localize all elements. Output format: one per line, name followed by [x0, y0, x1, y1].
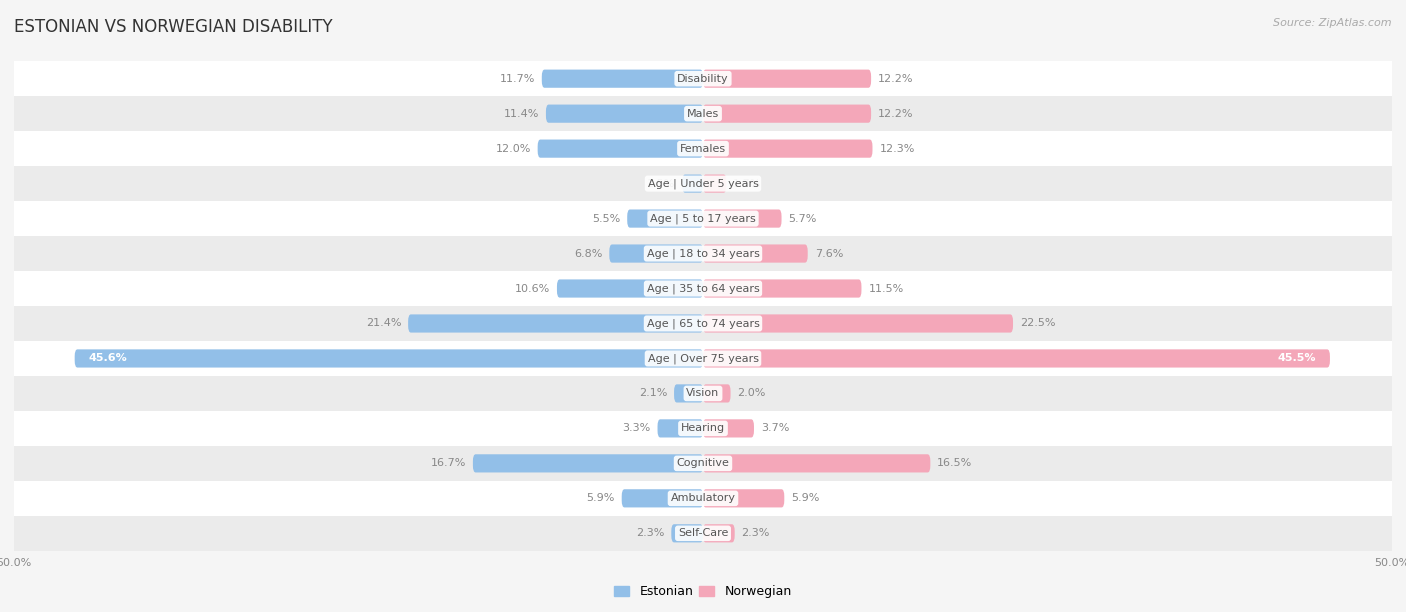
FancyBboxPatch shape	[546, 105, 703, 123]
FancyBboxPatch shape	[627, 209, 703, 228]
Text: 45.5%: 45.5%	[1278, 354, 1316, 364]
Text: Age | Over 75 years: Age | Over 75 years	[648, 353, 758, 364]
FancyBboxPatch shape	[557, 280, 703, 297]
Text: 12.3%: 12.3%	[879, 144, 915, 154]
Text: 12.0%: 12.0%	[495, 144, 531, 154]
FancyBboxPatch shape	[703, 209, 782, 228]
FancyBboxPatch shape	[658, 419, 703, 438]
FancyBboxPatch shape	[703, 489, 785, 507]
Bar	[14, 306, 1392, 341]
FancyBboxPatch shape	[703, 454, 931, 472]
FancyBboxPatch shape	[703, 174, 727, 193]
Text: 10.6%: 10.6%	[515, 283, 550, 294]
FancyBboxPatch shape	[408, 315, 703, 332]
Bar	[14, 481, 1392, 516]
Bar	[14, 341, 1392, 376]
Text: 5.9%: 5.9%	[792, 493, 820, 503]
Text: 3.7%: 3.7%	[761, 424, 789, 433]
Text: Cognitive: Cognitive	[676, 458, 730, 468]
Text: 11.4%: 11.4%	[503, 109, 538, 119]
Bar	[14, 271, 1392, 306]
FancyBboxPatch shape	[703, 384, 731, 403]
FancyBboxPatch shape	[703, 70, 872, 88]
Text: Females: Females	[681, 144, 725, 154]
Text: Age | 65 to 74 years: Age | 65 to 74 years	[647, 318, 759, 329]
Text: 5.7%: 5.7%	[789, 214, 817, 223]
FancyBboxPatch shape	[472, 454, 703, 472]
Text: 12.2%: 12.2%	[877, 73, 914, 84]
Bar	[14, 376, 1392, 411]
Text: ESTONIAN VS NORWEGIAN DISABILITY: ESTONIAN VS NORWEGIAN DISABILITY	[14, 18, 333, 36]
Text: 2.0%: 2.0%	[738, 389, 766, 398]
FancyBboxPatch shape	[703, 280, 862, 297]
FancyBboxPatch shape	[703, 140, 873, 158]
Text: Age | Under 5 years: Age | Under 5 years	[648, 178, 758, 189]
Text: 2.1%: 2.1%	[638, 389, 668, 398]
FancyBboxPatch shape	[621, 489, 703, 507]
Text: 22.5%: 22.5%	[1019, 318, 1056, 329]
Text: 5.5%: 5.5%	[592, 214, 620, 223]
Text: 3.3%: 3.3%	[623, 424, 651, 433]
Text: Ambulatory: Ambulatory	[671, 493, 735, 503]
Text: 21.4%: 21.4%	[366, 318, 401, 329]
Text: 11.7%: 11.7%	[499, 73, 534, 84]
Bar	[14, 201, 1392, 236]
Legend: Estonian, Norwegian: Estonian, Norwegian	[609, 580, 797, 603]
Text: 45.6%: 45.6%	[89, 354, 127, 364]
Text: 2.3%: 2.3%	[636, 528, 665, 539]
Text: 11.5%: 11.5%	[869, 283, 904, 294]
FancyBboxPatch shape	[541, 70, 703, 88]
FancyBboxPatch shape	[703, 244, 807, 263]
Text: Age | 35 to 64 years: Age | 35 to 64 years	[647, 283, 759, 294]
FancyBboxPatch shape	[673, 384, 703, 403]
FancyBboxPatch shape	[75, 349, 703, 368]
Bar	[14, 411, 1392, 446]
Text: 6.8%: 6.8%	[574, 248, 602, 258]
FancyBboxPatch shape	[703, 349, 1330, 368]
Text: Disability: Disability	[678, 73, 728, 84]
Text: 5.9%: 5.9%	[586, 493, 614, 503]
Bar	[14, 236, 1392, 271]
FancyBboxPatch shape	[703, 524, 735, 542]
FancyBboxPatch shape	[703, 105, 872, 123]
Bar	[14, 96, 1392, 131]
Text: Age | 5 to 17 years: Age | 5 to 17 years	[650, 214, 756, 224]
Text: 1.7%: 1.7%	[734, 179, 762, 188]
Bar	[14, 131, 1392, 166]
FancyBboxPatch shape	[537, 140, 703, 158]
Bar	[14, 446, 1392, 481]
Text: Vision: Vision	[686, 389, 720, 398]
FancyBboxPatch shape	[682, 174, 703, 193]
Text: Males: Males	[688, 109, 718, 119]
FancyBboxPatch shape	[703, 419, 754, 438]
Text: Age | 18 to 34 years: Age | 18 to 34 years	[647, 248, 759, 259]
Bar	[14, 516, 1392, 551]
Text: 12.2%: 12.2%	[877, 109, 914, 119]
Text: Hearing: Hearing	[681, 424, 725, 433]
Text: Source: ZipAtlas.com: Source: ZipAtlas.com	[1274, 18, 1392, 28]
FancyBboxPatch shape	[609, 244, 703, 263]
Text: 7.6%: 7.6%	[814, 248, 844, 258]
Text: 2.3%: 2.3%	[741, 528, 770, 539]
Text: Self-Care: Self-Care	[678, 528, 728, 539]
Bar	[14, 166, 1392, 201]
FancyBboxPatch shape	[703, 315, 1012, 332]
Text: 16.5%: 16.5%	[938, 458, 973, 468]
Bar	[14, 61, 1392, 96]
Text: 1.5%: 1.5%	[647, 179, 675, 188]
Text: 16.7%: 16.7%	[430, 458, 465, 468]
FancyBboxPatch shape	[671, 524, 703, 542]
